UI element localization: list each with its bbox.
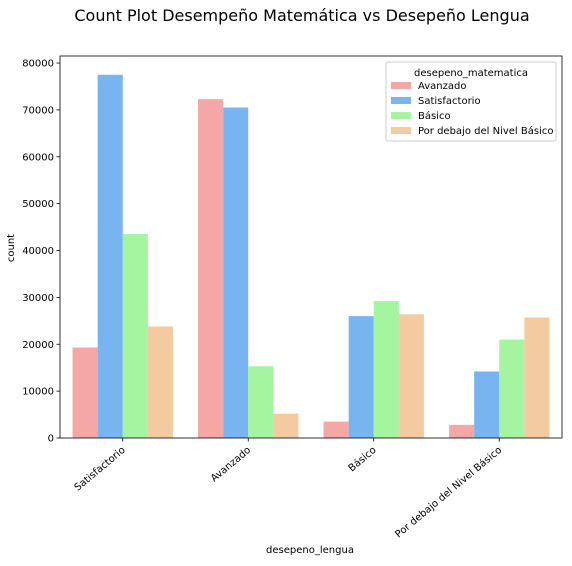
bar-3-1	[122, 234, 148, 438]
bar-4-2	[273, 413, 299, 438]
y-tick-label: 80000	[22, 59, 54, 70]
x-tick-label: Básico	[346, 444, 379, 474]
legend-swatch	[391, 97, 411, 104]
y-tick-label: 60000	[22, 152, 54, 163]
legend-entry-label: Satisfactorio	[418, 96, 481, 107]
y-tick-label: 70000	[22, 105, 54, 116]
legend-title: desepeno_matematica	[414, 68, 528, 79]
plot-frame	[59, 55, 563, 439]
bar-4-4	[524, 317, 550, 438]
legend-entry-label: Por debajo del Nivel Básico	[418, 125, 553, 137]
bar-2-2	[223, 107, 249, 438]
bar-2-3	[348, 316, 374, 438]
y-tick-label: 40000	[22, 246, 54, 257]
legend-entry-label: Avanzado	[418, 81, 466, 92]
bars-layer	[72, 74, 550, 439]
y-tick-label: 0	[48, 434, 54, 445]
y-axis-label: count	[6, 234, 17, 262]
y-tick-label: 50000	[22, 199, 54, 210]
bar-2-1	[97, 74, 123, 438]
legend: desepeno_matematica Avanzado Satisfactori…	[385, 61, 557, 142]
bar-2-4	[474, 371, 500, 438]
legend-swatch	[391, 82, 411, 89]
legend-frame	[385, 61, 557, 142]
y-tick-label: 30000	[22, 293, 54, 304]
x-axis-label: desepeno_lengua	[266, 545, 354, 556]
bar-4-1	[147, 326, 173, 438]
bar-3-4	[499, 339, 525, 438]
x-tick-label: Por debajo del Nivel Básico	[393, 444, 504, 540]
bar-3-3	[373, 301, 399, 438]
x-tick-label: Avanzado	[209, 445, 253, 485]
bar-4-3	[398, 314, 424, 438]
legend-swatch	[391, 112, 411, 119]
legend-swatch	[391, 127, 411, 134]
chart-title: Count Plot Desempeño Matemática vs Desep…	[74, 6, 529, 25]
y-tick-label: 20000	[22, 340, 54, 351]
bar-1-2	[198, 99, 224, 439]
y-tick-label: 10000	[22, 387, 54, 398]
bar-1-3	[323, 421, 349, 438]
bar-3-2	[248, 366, 274, 438]
x-tick-label: Satisfactorio	[73, 445, 128, 494]
legend-entry-label: Básico	[418, 110, 451, 122]
bar-1-4	[449, 424, 475, 438]
bar-1-1	[72, 347, 98, 438]
